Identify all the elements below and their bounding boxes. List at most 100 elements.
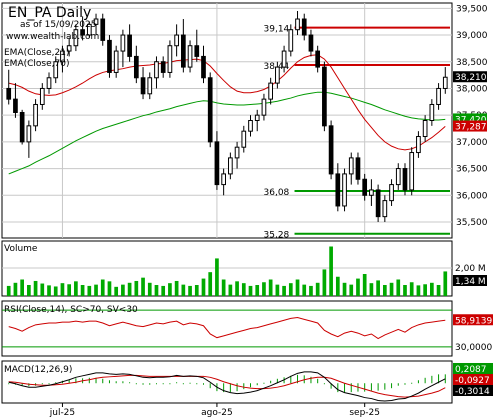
candle-up (241, 130, 247, 148)
volume-bar (403, 285, 407, 296)
macd-hist-bar (115, 381, 117, 384)
candle-up (46, 77, 52, 89)
volume-bar (262, 282, 266, 296)
macd-hist-bar (270, 380, 272, 384)
volume-bar (74, 281, 78, 296)
macd-hist-bar (48, 383, 50, 385)
macd-hist-bar (189, 382, 191, 384)
rsi-last-label: 58,9139 (455, 316, 492, 326)
volume-bar (288, 283, 293, 296)
rsi-title: RSI(Close,14), SC>70, SV<30 (4, 305, 138, 315)
candle-down (13, 98, 18, 113)
macd-hist-bar (102, 378, 104, 384)
macd-hist-bar (176, 382, 178, 384)
price-tick-label: 37,000 (456, 138, 488, 148)
rsi-last-badge (453, 314, 493, 326)
candle-up (147, 77, 153, 95)
candle-up (254, 114, 260, 121)
volume-bar (369, 283, 374, 296)
candle-down (308, 34, 314, 52)
macd-badge (453, 374, 493, 385)
volume-bar (188, 285, 192, 296)
chart-title: EN_PA Daily (8, 5, 91, 21)
price-tick-label: 38,000 (456, 84, 488, 94)
price-badge (453, 113, 487, 125)
macd-last-badges: 0,2087-0,0927-0,3014 (453, 363, 493, 397)
candle-up (66, 45, 72, 52)
volume-bar (60, 283, 65, 296)
macd-badge-label: 0,2087 (455, 365, 487, 375)
macd-hist-bar (290, 375, 292, 384)
macd-hist-bar (149, 383, 151, 385)
candle-up (154, 61, 159, 79)
volume-bar (208, 272, 213, 296)
candle-up (342, 173, 347, 207)
volume-bar (134, 280, 139, 296)
candle-up (221, 173, 226, 186)
volume-bar (33, 280, 38, 296)
macd-hist-bar (155, 383, 157, 385)
volume-bar (342, 282, 347, 296)
candle-up (436, 87, 441, 105)
volume-bar (295, 279, 300, 296)
volume-bar (20, 279, 24, 296)
macd-signal-line (8, 374, 446, 398)
volume-bar (268, 279, 273, 296)
price-badge (453, 120, 487, 132)
volume-bar (100, 279, 105, 296)
volume-bar (335, 276, 340, 296)
candle-down (127, 34, 132, 57)
volume-bar (147, 282, 152, 296)
rsi-axis-label: 30,0000 (455, 343, 492, 353)
candle-down (328, 125, 334, 175)
candle-up (281, 50, 287, 68)
price-panel: 39,50039,00038,50038,00037,50037,00036,5… (1, 2, 488, 241)
price-tick-label: 35,500 (456, 218, 488, 228)
volume-bar (141, 277, 145, 296)
macd-hist-bar (330, 383, 332, 389)
volume-bar (430, 282, 434, 296)
macd-hist-bar (263, 382, 265, 384)
price-tick-label: 38,500 (456, 58, 488, 68)
volume-bar (436, 285, 441, 296)
candle-up (93, 18, 99, 25)
volume-bar (349, 284, 354, 296)
volume-bar (228, 284, 233, 296)
ema70-legend: EMA(Close,70) (4, 59, 69, 69)
volume-bar (94, 284, 98, 296)
support-label: 35,28 (264, 231, 290, 241)
macd-hist-bar (276, 378, 278, 384)
candle-down (100, 18, 106, 41)
macd-badge-label: -0,3014 (455, 387, 490, 397)
macd-hist-bar (202, 383, 204, 385)
volume-bar (423, 284, 427, 296)
volume-bar (356, 278, 360, 296)
macd-hist-bar (169, 383, 171, 385)
volume-bar (154, 285, 159, 296)
macd-hist-bar (209, 383, 211, 389)
candle-up (73, 29, 79, 47)
candle-down (201, 55, 206, 79)
candle-down (322, 66, 327, 127)
volume-bar (235, 281, 239, 296)
rsi-panel: RSI(Close,14), SC>70, SV<30 30,0000 58,9… (1, 300, 493, 357)
macd-hist-bar (182, 383, 184, 385)
candle-up (348, 157, 354, 175)
macd-hist-bar (55, 382, 57, 384)
price-badge-label: 37,420 (455, 115, 487, 125)
price-tick-label: 36,000 (456, 191, 488, 201)
ema70-line (8, 91, 446, 175)
macd-hist-bar (417, 380, 419, 384)
volume-bar (114, 286, 119, 296)
volume-bar (121, 284, 125, 296)
macd-hist-bar (337, 383, 339, 393)
date-tick-label: sep-25 (349, 408, 380, 418)
macd-hist-bar (41, 383, 43, 385)
volume-bar (241, 283, 246, 296)
macd-title: MACD(12,26,9) (4, 365, 72, 375)
candle-up (39, 87, 45, 105)
candle-up (409, 152, 415, 191)
volume-bar (67, 284, 72, 296)
volume-bar (6, 285, 11, 296)
